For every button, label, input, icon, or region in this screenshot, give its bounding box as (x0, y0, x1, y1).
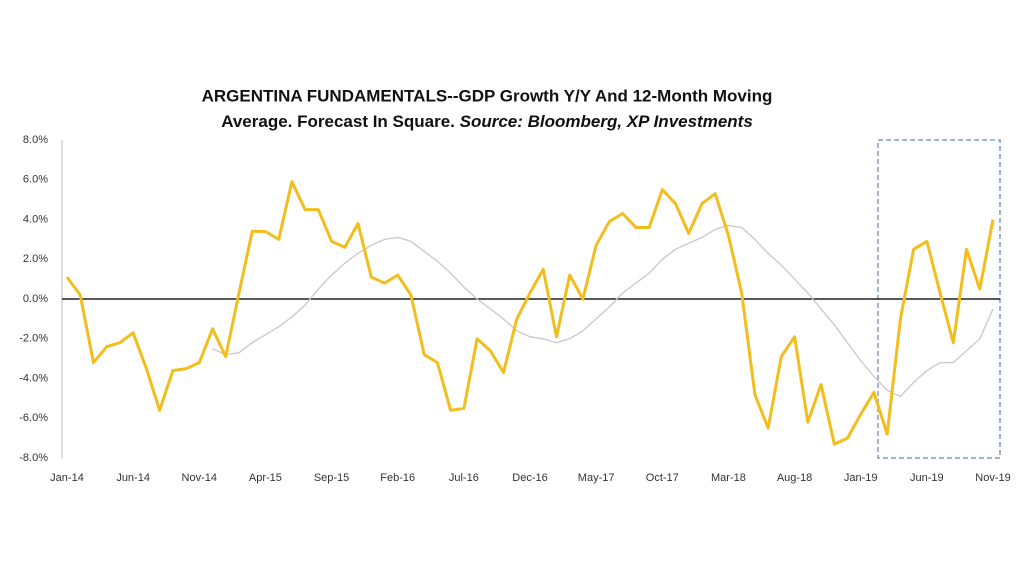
chart-source: Source: Bloomberg, XP Investments (460, 112, 753, 131)
y-tick-label: 6.0% (23, 174, 48, 186)
y-tick-label: 8.0% (23, 134, 48, 146)
x-tick-label: Jan-14 (50, 472, 84, 484)
y-tick-label: -6.0% (19, 412, 48, 424)
x-tick-label: Jun-19 (910, 472, 944, 484)
y-tick-label: 2.0% (23, 253, 48, 265)
x-tick-label: Jun-14 (116, 472, 150, 484)
x-tick-label: Feb-16 (380, 472, 415, 484)
chart-title: Average. Forecast In Square. (221, 112, 455, 131)
x-tick-label: Sep-15 (314, 472, 349, 484)
chart-title: ARGENTINA FUNDAMENTALS--GDP Growth Y/Y A… (202, 86, 773, 105)
y-tick-label: 4.0% (23, 213, 48, 225)
x-tick-label: Mar-18 (711, 472, 746, 484)
x-tick-label: Oct-17 (646, 472, 679, 484)
line-series (65, 180, 995, 446)
x-tick-label: Aug-18 (777, 472, 812, 484)
y-tick-label: 0.0% (23, 293, 48, 305)
x-tick-label: Nov-19 (975, 472, 1010, 484)
x-tick-label: Jul-16 (449, 472, 479, 484)
x-tick-label: May-17 (578, 472, 615, 484)
x-tick-label: Nov-14 (182, 472, 217, 484)
line-series (212, 224, 994, 398)
x-tick-label: Apr-15 (249, 472, 282, 484)
y-tick-label: -8.0% (19, 452, 48, 464)
x-tick-label: Jan-19 (844, 472, 878, 484)
y-tick-label: -2.0% (19, 333, 48, 345)
y-tick-label: -4.0% (19, 372, 48, 384)
chart-title: Average. Forecast In Square. Source: Blo… (221, 112, 753, 131)
x-tick-label: Dec-16 (512, 472, 547, 484)
